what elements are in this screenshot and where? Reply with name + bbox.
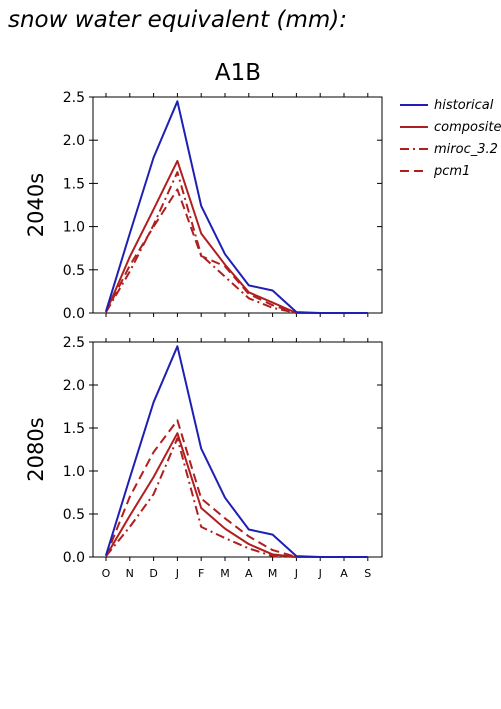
- legend-label-historical: historical: [434, 98, 494, 113]
- x-tick-label: M: [268, 567, 278, 580]
- plot-frame: [92, 341, 383, 558]
- panel-2040s: 0.0 0.5 1.0 1.5 2.0 2.5 2040s: [24, 90, 383, 322]
- x-tick-label: J: [294, 567, 298, 580]
- x-tick-label: S: [364, 567, 371, 580]
- y-tick-label: 0.0: [63, 306, 85, 322]
- x-tick-label: A: [245, 567, 253, 580]
- y-tick-label: 2.5: [63, 90, 85, 106]
- panel-2080s: 0.0 0.5 1.0 1.5 2.0 2.5 O N D J F M A M J J A S 2080s: [24, 335, 383, 580]
- series-line-miroc-3-2: [105, 437, 368, 558]
- legend-label-composite: composite: [434, 120, 501, 135]
- series-line-pcm1: [105, 419, 368, 558]
- x-tick-label: F: [198, 567, 204, 580]
- x-tick-label: N: [126, 567, 134, 580]
- y-tick-label: 2.0: [63, 378, 85, 394]
- y-tick-label: 1.5: [63, 421, 85, 437]
- legend-label-miroc-3-2: miroc_3.2: [434, 142, 498, 157]
- series-line-historical: [105, 100, 368, 314]
- figure-title: snow water equivalent (mm):: [8, 7, 347, 33]
- y-tick-label: 2.0: [63, 133, 85, 149]
- y-tick-label: 1.0: [63, 464, 85, 480]
- y-tick-label: 1.0: [63, 220, 85, 236]
- legend: historical composite miroc_3.2 pcm1: [400, 98, 501, 179]
- y-tick-label: 0.5: [63, 263, 85, 279]
- y-tick-label: 0.0: [63, 550, 85, 566]
- series-line-miroc-3-2: [105, 171, 368, 314]
- panel-label: 2080s: [24, 417, 48, 481]
- plot-frame: [92, 96, 383, 314]
- x-tick-label: A: [340, 567, 348, 580]
- x-tick-label: O: [102, 567, 111, 580]
- y-tick-label: 1.5: [63, 176, 85, 192]
- y-tick-label: 0.5: [63, 507, 85, 523]
- y-tick-label: 2.5: [63, 335, 85, 351]
- x-tick-label: J: [175, 567, 179, 580]
- series-line-pcm1: [105, 188, 368, 314]
- series-line-composite: [105, 432, 368, 558]
- scenario-label: A1B: [215, 60, 261, 86]
- panel-label: 2040s: [24, 173, 48, 237]
- x-tick-label: J: [318, 567, 322, 580]
- x-tick-label: D: [149, 567, 157, 580]
- x-tick-label: M: [220, 567, 230, 580]
- series-line-historical: [105, 345, 368, 558]
- legend-label-pcm1: pcm1: [433, 164, 470, 179]
